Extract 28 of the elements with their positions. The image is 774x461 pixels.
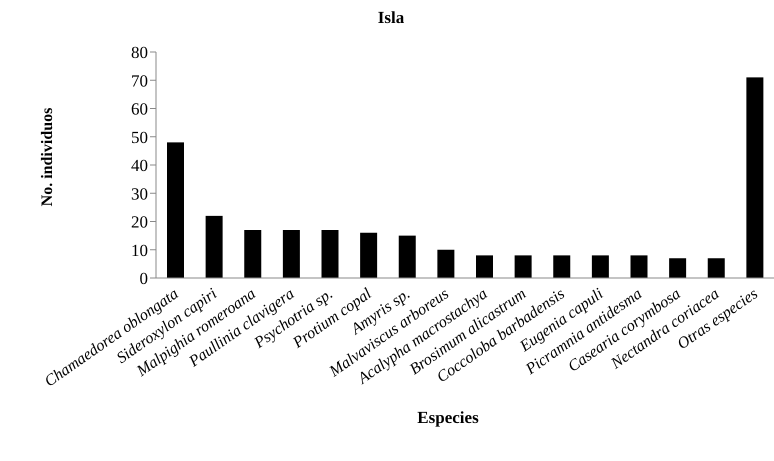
bar bbox=[244, 230, 262, 278]
bar bbox=[708, 258, 725, 278]
y-tick-label: 0 bbox=[140, 269, 148, 288]
y-tick-label: 40 bbox=[131, 156, 148, 176]
y-tick-label: 50 bbox=[131, 128, 148, 147]
y-tick-label: 60 bbox=[131, 100, 148, 119]
y-tick-label: 30 bbox=[131, 184, 148, 204]
bar bbox=[476, 255, 493, 278]
y-tick-label: 80 bbox=[131, 43, 148, 62]
bar bbox=[630, 255, 648, 278]
bar bbox=[398, 236, 416, 278]
y-tick-label: 10 bbox=[131, 240, 148, 260]
bar bbox=[553, 255, 570, 278]
bar bbox=[514, 255, 532, 278]
bar bbox=[746, 77, 764, 278]
bar bbox=[592, 255, 609, 278]
y-tick-label: 20 bbox=[131, 212, 148, 232]
bar bbox=[322, 230, 338, 278]
y-tick-label: 70 bbox=[131, 71, 148, 90]
bar bbox=[167, 142, 184, 278]
bar bbox=[206, 216, 223, 278]
y-axis-title: No. individuos bbox=[39, 106, 57, 208]
bar bbox=[360, 232, 378, 278]
chart-title: Isla bbox=[376, 8, 406, 28]
bar bbox=[669, 258, 686, 278]
bar bbox=[282, 230, 300, 278]
x-axis-title: Especies bbox=[416, 408, 480, 428]
bar bbox=[437, 250, 454, 278]
